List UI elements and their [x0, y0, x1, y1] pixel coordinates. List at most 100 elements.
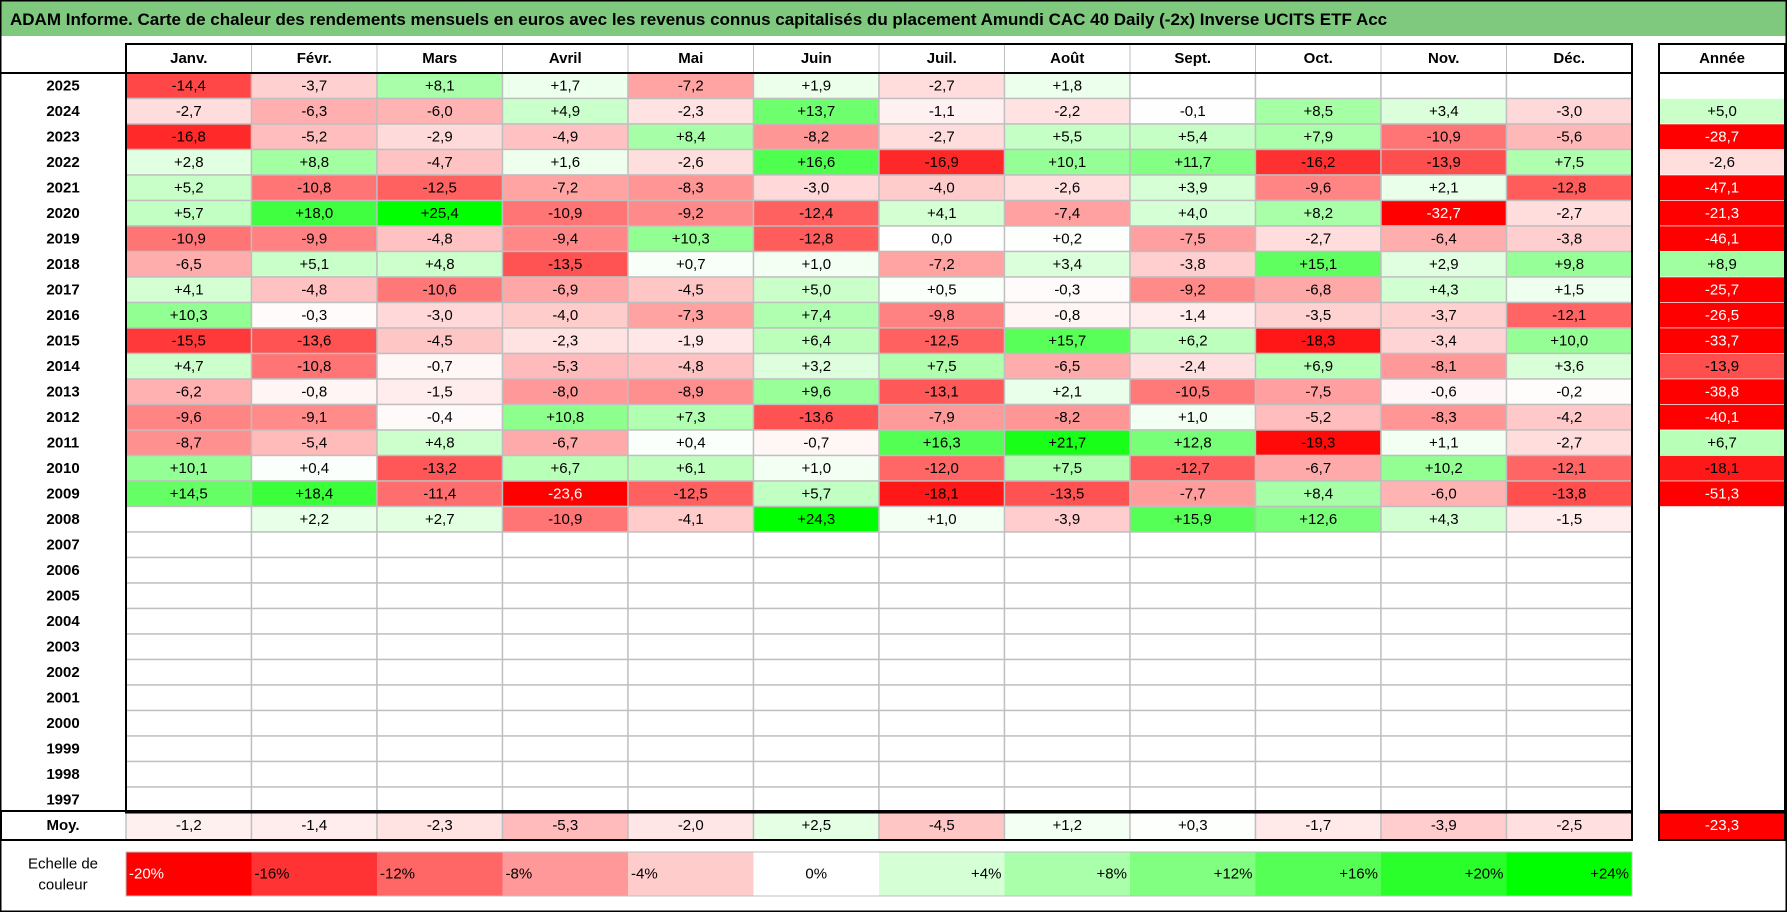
cell-value: +0,7: [676, 256, 706, 273]
scale-swatch: [502, 852, 628, 896]
cell-value: -0,8: [301, 383, 327, 400]
cell-value: -8,3: [678, 179, 704, 196]
cell-value: -6,8: [1305, 281, 1331, 298]
cell-value: +24,3: [797, 511, 835, 528]
cell-value: -0,1: [1180, 103, 1206, 120]
heatmap-cell: [376, 786, 504, 814]
scale-swatch: [753, 852, 879, 896]
heatmap-cell: [1505, 148, 1633, 176]
cell-value: +4,1: [927, 205, 957, 222]
heatmap-cell: [1003, 454, 1131, 482]
cell-value: +7,4: [801, 307, 831, 324]
cell-value: -0,3: [301, 307, 327, 324]
cell-value: -4,5: [427, 332, 453, 349]
heatmap-cell: [1129, 72, 1257, 100]
heatmap-cell: [1505, 97, 1633, 125]
heatmap-cell: [1129, 760, 1257, 788]
cell-value: -3,7: [1431, 307, 1457, 324]
heatmap-cell: [752, 786, 880, 814]
year-label: 2025: [46, 77, 79, 94]
cell-value: +3,4: [1429, 103, 1459, 120]
cell-value: -10,5: [1176, 383, 1210, 400]
heatmap-cell: [1380, 531, 1508, 559]
cell-value: +4,0: [1178, 205, 1208, 222]
heatmap-cell: [1129, 735, 1257, 763]
heatmap-cell: [1003, 607, 1131, 635]
heatmap-cell: [1505, 301, 1633, 329]
year-label: 2021: [46, 179, 79, 196]
month-header: Nov.: [1428, 50, 1459, 67]
cell-value: -1,9: [678, 332, 704, 349]
cell-value: -4,9: [552, 128, 578, 145]
average-value: -1,4: [301, 817, 327, 834]
cell-value: -12,1: [1552, 307, 1586, 324]
cell-value: +9,8: [1554, 256, 1584, 273]
heatmap-cell: [125, 735, 253, 763]
cell-value: -2,7: [929, 128, 955, 145]
heatmap-cell: [1003, 658, 1131, 686]
average-value: -5,3: [552, 817, 578, 834]
heatmap-cell: [1380, 97, 1508, 125]
heatmap-cell: [752, 505, 880, 533]
cell-value: -6,9: [552, 281, 578, 298]
year-label: 2003: [46, 638, 79, 655]
heatmap-cell: [1129, 352, 1257, 380]
cell-value: -7,5: [1305, 383, 1331, 400]
heatmap-cell: [501, 709, 629, 737]
heatmap-cell: [1129, 684, 1257, 712]
cell-value: -10,9: [548, 205, 582, 222]
heatmap-cell: [1505, 633, 1633, 661]
cell-value: -9,1: [301, 409, 327, 426]
heatmap-cell: [125, 709, 253, 737]
cell-value: -3,0: [803, 179, 829, 196]
heatmap-cell: [627, 123, 755, 151]
cell-value: +10,1: [1048, 154, 1086, 171]
cell-value: -7,2: [929, 256, 955, 273]
heatmap-cell: [1003, 250, 1131, 278]
cell-value: -12,8: [1552, 179, 1586, 196]
heatmap-cell: [627, 760, 755, 788]
cell-value: -15,5: [172, 332, 206, 349]
annual-value: -38,8: [1705, 383, 1739, 400]
cell-value: -13,8: [1552, 485, 1586, 502]
heatmap-cell: [627, 429, 755, 457]
heatmap-cell: [752, 352, 880, 380]
annual-value: -21,3: [1705, 205, 1739, 222]
heatmap-cell: [250, 531, 378, 559]
heatmap-cell: [1505, 556, 1633, 584]
cell-value: -0,4: [427, 409, 453, 426]
cell-value: +4,1: [174, 281, 204, 298]
cell-value: -6,2: [176, 383, 202, 400]
year-label: 2006: [46, 562, 79, 579]
heatmap-cell: [752, 684, 880, 712]
heatmap-cell: [501, 199, 629, 227]
cell-value: -19,3: [1301, 434, 1335, 451]
heatmap-cell: [250, 403, 378, 431]
annual-value: -33,7: [1705, 332, 1739, 349]
cell-value: +25,4: [421, 205, 459, 222]
heatmap-cell: [250, 709, 378, 737]
heatmap-cell: [376, 760, 504, 788]
heatmap-cell: [1003, 480, 1131, 508]
annual-value: -18,1: [1705, 460, 1739, 477]
cell-value: -9,6: [1305, 179, 1331, 196]
cell-value: -14,4: [172, 77, 206, 94]
cell-value: +4,9: [550, 103, 580, 120]
cell-value: +4,3: [1429, 281, 1459, 298]
heatmap-cell: [1380, 72, 1508, 100]
cell-value: -1,1: [929, 103, 955, 120]
scale-swatch: [251, 852, 377, 896]
heatmap-cell: [1003, 327, 1131, 355]
cell-value: -2,6: [678, 154, 704, 171]
cell-value: +2,2: [299, 511, 329, 528]
heatmap-cell: [627, 301, 755, 329]
heatmap-cell: [125, 429, 253, 457]
heatmap-cell: [250, 760, 378, 788]
heatmap-cell: [1254, 760, 1382, 788]
heatmap-cell: [501, 352, 629, 380]
heatmap-cell: [627, 633, 755, 661]
cell-value: -12,0: [925, 460, 959, 477]
heatmap-cell: [1129, 480, 1257, 508]
year-label: 2007: [46, 536, 79, 553]
